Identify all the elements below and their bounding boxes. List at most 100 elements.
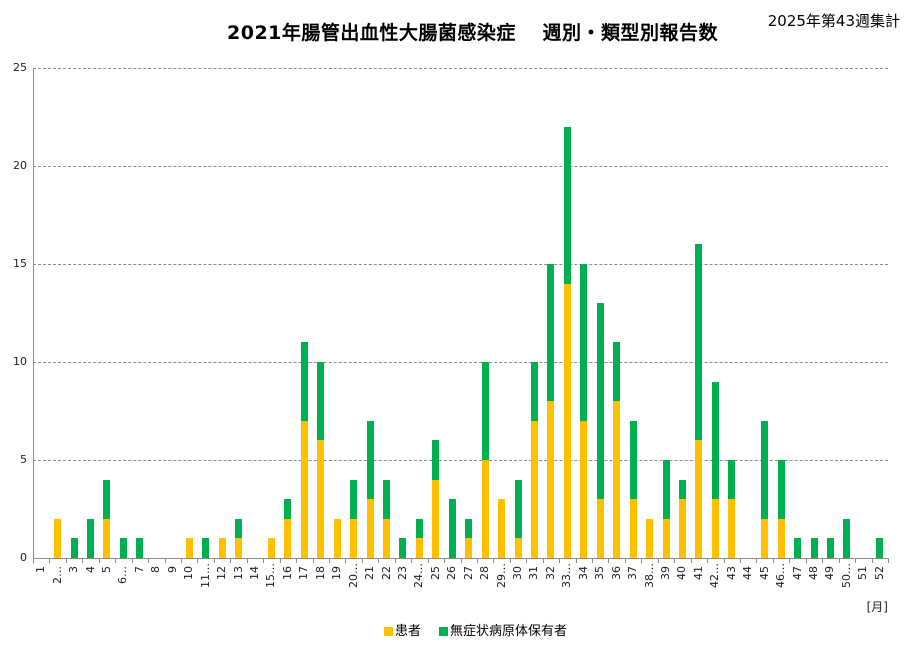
stacked-bar[interactable] [284,499,292,558]
x-tick [756,558,758,563]
stacked-bar[interactable] [761,420,769,558]
x-tick [772,558,774,563]
x-tick [213,558,215,563]
x-tick [180,558,182,563]
x-tick-label: 22 [379,566,393,580]
bar-segment-asymptomatic [876,538,884,558]
stacked-bar[interactable] [695,244,703,558]
stacked-bar[interactable] [810,538,818,558]
bar-segment-patients [711,499,719,558]
stacked-bar[interactable] [267,538,275,558]
x-tick [476,558,478,563]
x-tick-label: 4 [83,566,97,573]
x-tick [296,558,298,563]
stacked-bar[interactable] [218,538,226,558]
x-tick-label: 7 [132,566,146,573]
x-tick-label: 15… [264,563,278,588]
x-tick-label: 14 [247,566,261,580]
stacked-bar[interactable] [136,538,144,558]
stacked-bar[interactable] [596,303,604,558]
stacked-bar[interactable] [300,342,308,558]
stacked-bar[interactable] [70,538,78,558]
x-tick-label: 16 [280,566,294,580]
x-tick [361,558,363,563]
x-tick-label: 20… [346,563,360,588]
stacked-bar[interactable] [794,538,802,558]
x-tick [230,558,232,563]
x-tick-label: 23 [395,566,409,580]
stacked-bar[interactable] [465,518,473,558]
stacked-bar[interactable] [54,518,62,558]
stacked-bar[interactable] [728,460,736,558]
stacked-bar[interactable] [498,499,506,558]
x-tick [246,558,248,563]
stacked-bar[interactable] [876,538,884,558]
x-tick-label: 38… [642,563,656,588]
stacked-bar[interactable] [481,362,489,558]
legend: 患者 無症状病原体保有者 [384,620,567,639]
x-tick [674,558,676,563]
stacked-bar[interactable] [399,538,407,558]
x-tick [345,558,347,563]
x-tick-label: 52 [872,566,886,580]
x-tick-label: 5 [99,566,113,573]
stacked-bar[interactable] [235,518,243,558]
stacked-bar[interactable] [202,538,210,558]
stacked-bar[interactable] [530,362,538,558]
stacked-bar[interactable] [563,126,571,558]
stacked-bar[interactable] [678,479,686,558]
stacked-bar[interactable] [711,381,719,558]
gridline [33,264,888,265]
x-tick-label: 40 [675,566,689,580]
x-tick-label: 39 [659,566,673,580]
stacked-bar[interactable] [333,518,341,558]
legend-item-asymptomatic[interactable]: 無症状病原体保有者 [439,620,567,639]
legend-item-patients[interactable]: 患者 [384,620,421,639]
bar-segment-asymptomatic [70,538,78,558]
stacked-bar[interactable] [103,479,111,558]
x-tick-label: 50… [839,563,853,588]
stacked-bar[interactable] [662,460,670,558]
stacked-bar[interactable] [629,420,637,558]
stacked-bar[interactable] [448,499,456,558]
stacked-bar[interactable] [826,538,834,558]
x-tick [575,558,577,563]
x-tick-label: 45 [757,566,771,580]
stacked-bar[interactable] [432,440,440,558]
x-tick [164,558,166,563]
stacked-bar[interactable] [119,538,127,558]
stacked-bar[interactable] [547,264,555,558]
x-tick [641,558,643,563]
stacked-bar[interactable] [350,479,358,558]
patients-swatch-icon [384,626,393,636]
bar-segment-patients [514,538,522,558]
stacked-bar[interactable] [383,479,390,558]
bar-segment-asymptomatic [514,479,522,539]
bar-segment-patients [267,538,275,558]
stacked-bar[interactable] [580,264,588,558]
legend-label-asymptomatic: 無症状病原体保有者 [450,624,568,639]
bar-segment-patients [317,440,325,558]
bar-segment-patients [235,538,243,558]
stacked-bar[interactable] [843,518,851,558]
x-tick [888,558,889,563]
bar-segment-patients [728,499,736,558]
stacked-bar[interactable] [613,342,621,558]
stacked-bar[interactable] [366,420,374,558]
x-tick-label: 27 [461,566,475,580]
bar-segment-patients [662,518,670,558]
stacked-bar[interactable] [185,538,193,558]
bar-segment-asymptomatic [366,420,374,500]
y-tick-label: 5 [20,453,27,466]
x-tick-label: 6… [116,566,130,584]
bar-segment-patients [563,283,571,558]
stacked-bar[interactable] [415,518,423,558]
stacked-bar[interactable] [646,518,654,558]
bar-segment-patients [218,538,226,558]
stacked-bar[interactable] [87,518,95,558]
stacked-bar[interactable] [777,460,785,558]
stacked-bar[interactable] [317,362,325,558]
stacked-bar[interactable] [514,479,522,558]
bar-segment-patients [777,518,785,558]
bar-segment-asymptomatic [350,479,358,519]
